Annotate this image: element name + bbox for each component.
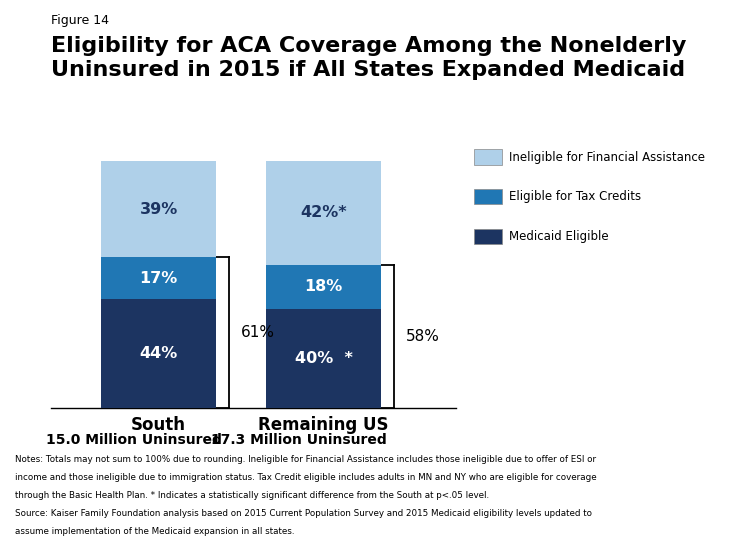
Text: 15.0 Million Uninsured: 15.0 Million Uninsured: [46, 433, 222, 446]
Text: income and those ineligible due to immigration status. Tax Credit eligible inclu: income and those ineligible due to immig…: [15, 473, 596, 482]
Text: Notes: Totals may not sum to 100% due to rounding. Ineligible for Financial Assi: Notes: Totals may not sum to 100% due to…: [15, 455, 596, 463]
Text: 40%  *: 40% *: [295, 351, 353, 366]
Text: Medicaid Eligible: Medicaid Eligible: [509, 230, 609, 243]
Text: assume implementation of the Medicaid expansion in all states.: assume implementation of the Medicaid ex…: [15, 527, 294, 536]
Text: 44%: 44%: [140, 346, 178, 361]
Text: FOUNDATION: FOUNDATION: [646, 531, 692, 536]
Text: Figure 14: Figure 14: [51, 14, 110, 27]
Text: Eligibility for ACA Coverage Among the Nonelderly
Uninsured in 2015 if All State: Eligibility for ACA Coverage Among the N…: [51, 36, 686, 80]
Bar: [266, 161, 381, 264]
Text: Source: Kaiser Family Foundation analysis based on 2015 Current Population Surve: Source: Kaiser Family Foundation analysi…: [15, 509, 592, 518]
Text: Eligible for Tax Credits: Eligible for Tax Credits: [509, 190, 642, 203]
Text: 17.3 Million Uninsured: 17.3 Million Uninsured: [211, 433, 387, 446]
Text: Ineligible for Financial Assistance: Ineligible for Financial Assistance: [509, 150, 706, 164]
Bar: [101, 257, 216, 299]
Text: 17%: 17%: [140, 271, 178, 286]
Bar: [101, 161, 216, 257]
Text: FAMILY: FAMILY: [643, 511, 695, 523]
Text: through the Basic Health Plan. * Indicates a statistically significant differenc: through the Basic Health Plan. * Indicat…: [15, 491, 489, 500]
Text: THE HENRY J.: THE HENRY J.: [646, 482, 692, 487]
Text: KAISER: KAISER: [642, 494, 696, 507]
Text: 18%: 18%: [304, 279, 343, 294]
Bar: [101, 299, 216, 408]
Bar: [266, 309, 381, 408]
Text: 58%: 58%: [406, 329, 440, 344]
Text: 42%*: 42%*: [301, 206, 347, 220]
Text: 61%: 61%: [241, 325, 275, 340]
Text: 39%: 39%: [140, 202, 178, 217]
Bar: [266, 264, 381, 309]
